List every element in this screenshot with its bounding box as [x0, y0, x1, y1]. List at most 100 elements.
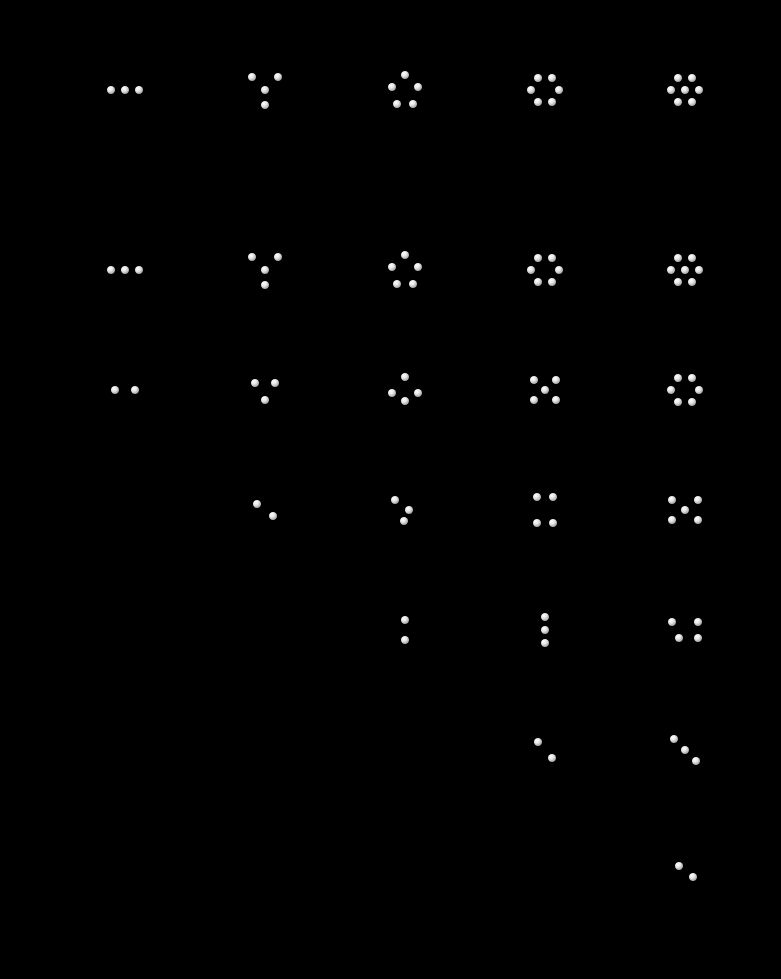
dot-icon [548, 754, 556, 762]
dot-icon [409, 100, 417, 108]
dot-icon [548, 98, 556, 106]
dot-icon [548, 278, 556, 286]
dot-icon [668, 516, 676, 524]
cluster-cell [230, 475, 300, 545]
dot-icon [388, 263, 396, 271]
dot-icon [533, 519, 541, 527]
dot-icon [541, 613, 549, 621]
dot-icon [248, 253, 256, 261]
dot-icon [549, 519, 557, 527]
dot-icon [694, 496, 702, 504]
dot-icon [681, 746, 689, 754]
dot-icon [391, 496, 399, 504]
cluster-cell [370, 235, 440, 305]
cluster-cell [370, 595, 440, 665]
dot-icon [121, 86, 129, 94]
dot-icon [534, 278, 542, 286]
cluster-cell [510, 475, 580, 545]
dot-icon [668, 618, 676, 626]
dot-icon [534, 98, 542, 106]
dot-icon [681, 86, 689, 94]
dot-icon [694, 516, 702, 524]
dot-icon [414, 263, 422, 271]
dot-icon [388, 389, 396, 397]
dot-icon [674, 74, 682, 82]
cluster-cell [90, 235, 160, 305]
dot-icon [534, 254, 542, 262]
cluster-cell [650, 715, 720, 785]
dot-icon [401, 397, 409, 405]
dot-icon [393, 280, 401, 288]
dot-icon [675, 634, 683, 642]
dot-icon [400, 517, 408, 525]
cluster-cell [90, 355, 160, 425]
dot-icon [107, 86, 115, 94]
dot-icon [401, 373, 409, 381]
dot-icon [274, 253, 282, 261]
cluster-cell [370, 355, 440, 425]
dot-icon [271, 379, 279, 387]
dot-icon [541, 386, 549, 394]
dot-icon [530, 396, 538, 404]
dot-icon [674, 398, 682, 406]
cluster-cell [370, 475, 440, 545]
cluster-cell [370, 55, 440, 125]
dot-icon [401, 636, 409, 644]
dot-icon [548, 74, 556, 82]
dot-icon [541, 626, 549, 634]
dot-icon [695, 266, 703, 274]
dot-icon [681, 266, 689, 274]
dot-icon [670, 735, 678, 743]
dot-icon [261, 396, 269, 404]
dot-icon [674, 278, 682, 286]
dot-icon [107, 266, 115, 274]
dot-icon [251, 379, 259, 387]
dot-icon [548, 254, 556, 262]
dot-icon [401, 616, 409, 624]
cluster-cell [510, 595, 580, 665]
dot-icon [261, 86, 269, 94]
dot-icon [414, 83, 422, 91]
dot-icon [388, 83, 396, 91]
dot-icon [688, 398, 696, 406]
dot-icon [689, 873, 697, 881]
dot-icon [667, 266, 675, 274]
dot-icon [552, 396, 560, 404]
cluster-cell [510, 355, 580, 425]
cluster-cell [510, 55, 580, 125]
dot-icon [549, 493, 557, 501]
dot-icon [688, 74, 696, 82]
dot-icon [248, 73, 256, 81]
dot-icon [527, 266, 535, 274]
dot-icon [695, 86, 703, 94]
dot-icon [405, 506, 413, 514]
dot-icon [534, 738, 542, 746]
dot-icon [274, 73, 282, 81]
dot-icon [530, 376, 538, 384]
dot-icon [261, 281, 269, 289]
cluster-cell [230, 355, 300, 425]
dot-icon [135, 266, 143, 274]
dot-icon [111, 386, 119, 394]
dot-icon [555, 266, 563, 274]
dot-icon [414, 389, 422, 397]
dot-icon [674, 98, 682, 106]
dot-icon [401, 71, 409, 79]
cluster-cell [650, 595, 720, 665]
dot-icon [533, 493, 541, 501]
dot-icon [675, 862, 683, 870]
cluster-cell [510, 715, 580, 785]
dot-icon [694, 634, 702, 642]
cluster-cell [650, 835, 720, 905]
cluster-cell [510, 235, 580, 305]
dot-icon [667, 386, 675, 394]
dot-icon [393, 100, 401, 108]
dot-icon [667, 86, 675, 94]
dot-icon [534, 74, 542, 82]
dot-icon [674, 254, 682, 262]
dot-icon [261, 266, 269, 274]
diagram-stage [0, 0, 781, 979]
cluster-cell [650, 475, 720, 545]
dot-icon [253, 500, 261, 508]
dot-icon [688, 278, 696, 286]
